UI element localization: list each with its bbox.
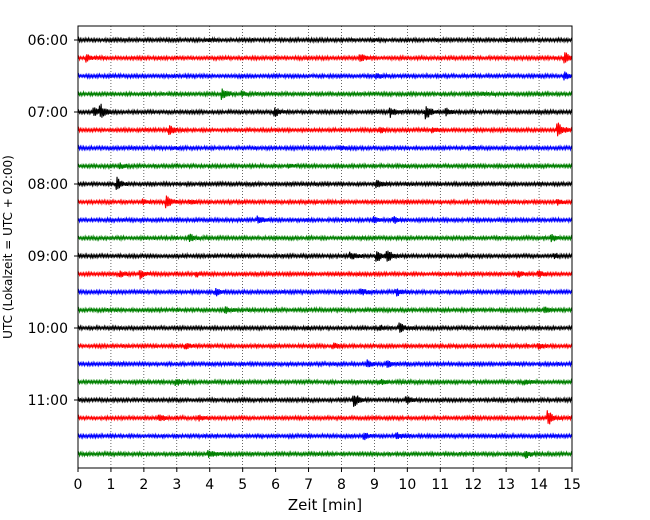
x-tick-label: 0 [74, 477, 83, 493]
y-tick-label: 11:00 [28, 393, 68, 409]
x-tick-label: 4 [205, 477, 214, 493]
trace-line [77, 71, 573, 81]
trace-line [77, 144, 573, 152]
x-tick-label: 15 [563, 477, 581, 493]
trace-line [77, 288, 573, 297]
trace-line [77, 306, 573, 314]
trace-series [77, 36, 573, 459]
trace-line [77, 233, 573, 243]
trace-line [77, 432, 573, 441]
trace-line [77, 269, 573, 280]
trace-line [77, 342, 573, 350]
trace-line [77, 250, 573, 262]
x-tick-label: 7 [304, 477, 313, 493]
trace-line [77, 195, 573, 209]
x-tick-label: 13 [497, 477, 515, 493]
trace-line [77, 103, 573, 120]
y-axis-label: UTC (Lokalzeit = UTC + 02:00) [1, 155, 15, 339]
y-tick-label: 09:00 [28, 249, 68, 265]
trace-line [77, 176, 573, 190]
plot-frame [77, 25, 573, 469]
trace-line [77, 449, 573, 459]
x-tick-label: 10 [398, 477, 416, 493]
trace-line [77, 395, 573, 407]
trace-line [77, 52, 573, 64]
trace-line [77, 378, 573, 387]
y-tick-label: 10:00 [28, 321, 68, 337]
y-tick-label: 08:00 [28, 177, 68, 193]
trace-line [77, 88, 573, 100]
trace-line [77, 322, 573, 333]
x-tick-label: 6 [271, 477, 280, 493]
trace-line [77, 215, 573, 224]
y-tick-label: 07:00 [28, 105, 68, 121]
trace-line [77, 36, 573, 44]
x-tick-label: 9 [370, 477, 379, 493]
x-axis-ticks: 0 1 2 3 4 5 6 7 8 9 10 11 12 13 14 15 [74, 468, 581, 493]
x-tick-label: 3 [172, 477, 181, 493]
x-tick-label: 1 [106, 477, 115, 493]
y-tick-label: 06:00 [28, 33, 68, 49]
trace-line [77, 410, 573, 425]
x-axis-label: Zeit [min] [288, 496, 362, 514]
x-tick-label: 8 [337, 477, 346, 493]
x-tick-label: 2 [139, 477, 148, 493]
trace-line [77, 162, 573, 170]
x-tick-label: 5 [238, 477, 247, 493]
trace-line [77, 359, 573, 369]
y-axis-ticks: 06:00 07:00 08:00 09:00 10:00 11:00 [28, 33, 78, 409]
x-tick-label: 11 [431, 477, 449, 493]
x-tick-label: 12 [464, 477, 482, 493]
x-tick-label: 14 [530, 477, 548, 493]
trace-line [77, 122, 573, 137]
